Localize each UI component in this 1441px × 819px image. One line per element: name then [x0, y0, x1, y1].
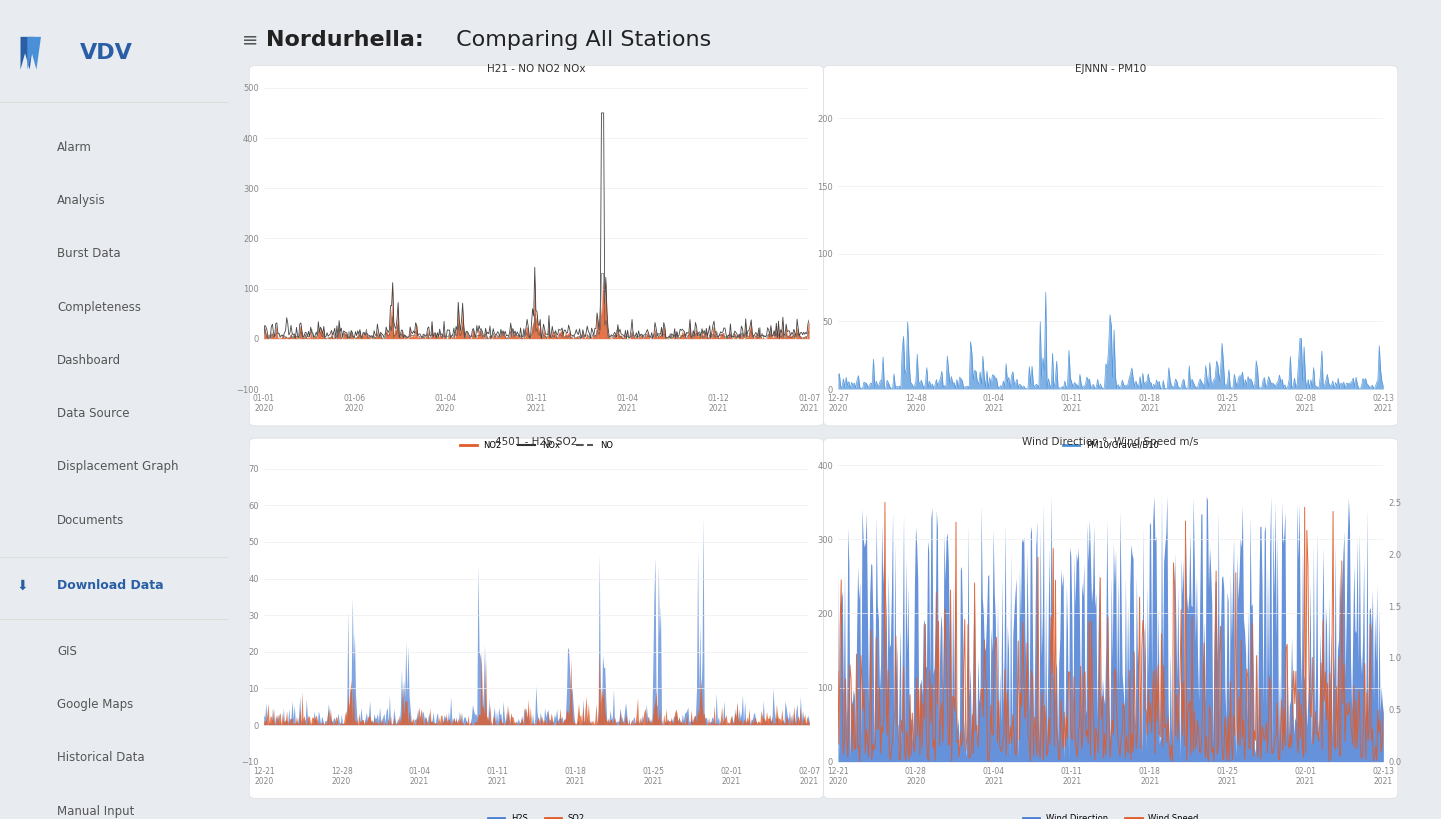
Legend: NO2, NOx, NO: NO2, NOx, NO	[457, 437, 617, 454]
Text: Data Source: Data Source	[58, 407, 130, 420]
Text: Analysis: Analysis	[58, 194, 105, 207]
Text: Documents: Documents	[58, 514, 124, 527]
Text: GIS: GIS	[58, 645, 76, 658]
Polygon shape	[20, 37, 35, 70]
Title: Wind Direction °, Wind Speed m/s: Wind Direction °, Wind Speed m/s	[1023, 437, 1199, 447]
Text: Displacement Graph: Displacement Graph	[58, 460, 179, 473]
FancyBboxPatch shape	[0, 566, 228, 607]
Text: ⬇: ⬇	[17, 579, 29, 593]
Legend: Wind Direction, Wind Speed: Wind Direction, Wind Speed	[1019, 810, 1202, 819]
Text: Alarm: Alarm	[58, 141, 92, 154]
Text: Google Maps: Google Maps	[58, 699, 133, 711]
Legend: H2S, SO2: H2S, SO2	[484, 810, 588, 819]
Legend: PM10/Gravel/B10: PM10/Gravel/B10	[1059, 437, 1161, 454]
Text: Dashboard: Dashboard	[58, 354, 121, 367]
Title: H21 - NO NO2 NOx: H21 - NO NO2 NOx	[487, 64, 585, 75]
Text: Burst Data: Burst Data	[58, 247, 121, 260]
Text: ≡: ≡	[242, 30, 258, 49]
Title: EJNNN - PM10: EJNNN - PM10	[1075, 64, 1146, 75]
Polygon shape	[27, 37, 40, 70]
Text: Comparing All Stations: Comparing All Stations	[450, 29, 712, 50]
Text: Completeness: Completeness	[58, 301, 141, 314]
Title: 4501 - H2S SO2: 4501 - H2S SO2	[496, 437, 578, 447]
Text: Manual Input: Manual Input	[58, 805, 134, 817]
Text: VDV: VDV	[79, 43, 133, 63]
Text: Download Data: Download Data	[58, 580, 163, 592]
Text: Historical Data: Historical Data	[58, 752, 144, 764]
Text: Nordurhella:: Nordurhella:	[265, 29, 424, 50]
